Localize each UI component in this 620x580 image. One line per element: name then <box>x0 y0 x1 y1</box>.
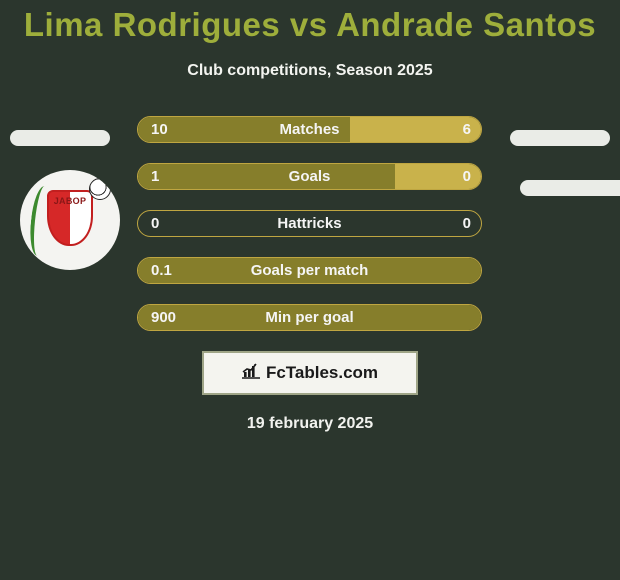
stat-bar <box>137 163 482 190</box>
date-label: 19 february 2025 <box>0 415 620 433</box>
stat-bar-left <box>138 164 397 189</box>
stat-bar-left <box>138 305 482 330</box>
stat-bar-right <box>350 117 481 142</box>
stat-row: Goals10 <box>0 163 620 193</box>
brand-text: FcTables.com <box>266 363 378 383</box>
stat-bar-right <box>395 164 481 189</box>
stat-bar-left <box>138 117 352 142</box>
stat-bar <box>137 304 482 331</box>
chart-icon <box>242 363 260 384</box>
stat-row: Goals per match0.1 <box>0 257 620 287</box>
stat-row: Matches106 <box>0 116 620 146</box>
brand-box: FcTables.com <box>202 351 418 395</box>
stat-bar <box>137 257 482 284</box>
stat-row: Min per goal900 <box>0 304 620 334</box>
stat-bar <box>137 116 482 143</box>
comparison-card: Lima Rodrigues vs Andrade Santos Club co… <box>0 0 620 433</box>
stat-bar <box>137 210 482 237</box>
stat-bar-left <box>138 258 482 283</box>
stats-block: Matches106 Goals10 Hattricks00 Goals per ma… <box>0 116 620 334</box>
page-title: Lima Rodrigues vs Andrade Santos <box>0 0 620 44</box>
stat-row: Hattricks00 <box>0 210 620 240</box>
subtitle: Club competitions, Season 2025 <box>0 62 620 80</box>
